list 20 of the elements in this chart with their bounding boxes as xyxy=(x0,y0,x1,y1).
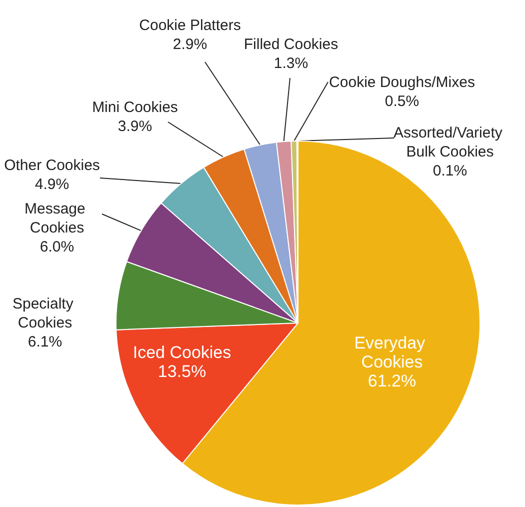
data-label: 0.5% xyxy=(384,93,420,110)
data-label: 0.1% xyxy=(432,162,468,180)
slice-label: Assorted/Variety Bulk Cookies xyxy=(393,124,507,160)
slice-label: Mini Cookies xyxy=(92,99,178,116)
data-label: 2.9% xyxy=(172,36,208,53)
slice-label: Message Cookies xyxy=(24,200,90,236)
slice-label: Cookie Doughs/Mixes xyxy=(329,74,475,91)
slice-label: Other Cookies xyxy=(4,157,100,174)
data-label: 6.0% xyxy=(40,238,74,256)
slice-label: Cookie Platters xyxy=(139,17,241,34)
data-label: 6.1% xyxy=(28,334,62,350)
data-label: 61.2% xyxy=(368,372,416,390)
slice-label: Specialty Cookies xyxy=(12,296,78,332)
data-label: 13.5% xyxy=(158,362,206,381)
data-label: 3.9% xyxy=(118,118,152,135)
slice-label: Filled Cookies xyxy=(244,36,338,53)
data-label: 1.3% xyxy=(274,55,308,72)
slice-label: Everyday Cookies xyxy=(354,334,430,372)
data-label: 4.9% xyxy=(34,176,70,193)
slice-label: Iced Cookies xyxy=(132,343,232,362)
